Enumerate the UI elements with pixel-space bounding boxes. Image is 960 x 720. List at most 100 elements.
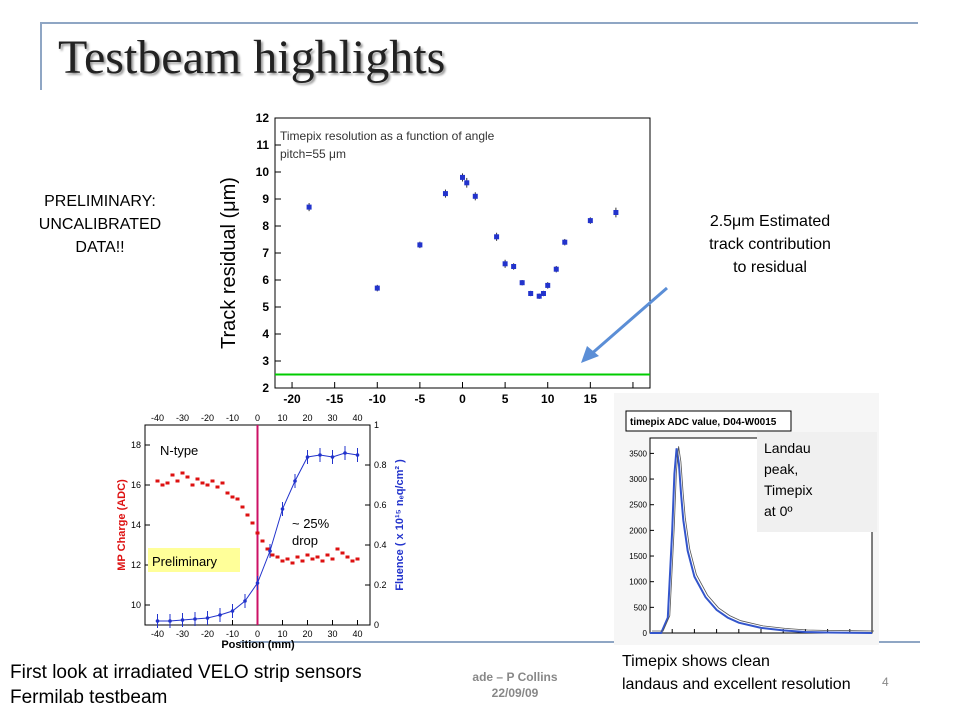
y-tick-label: 5 [262,300,269,314]
charge-point [305,553,310,557]
y-tick-label: 4 [262,327,269,341]
y2-tick-label: 0.8 [374,460,387,470]
charge-point [225,491,230,495]
timepix-caption: Timepix shows clean landaus and excellen… [622,650,851,696]
data-point [494,234,500,240]
data-point [562,239,568,245]
preliminary-label: Preliminary [152,554,218,569]
charge-point [315,555,320,559]
n-type-label: N-type [160,443,198,458]
irradiated-caption: First look at irradiated VELO strip sens… [10,660,362,710]
charge-point [335,547,340,551]
landau-note: Landau peak, Timepix at 0º [757,432,877,532]
slide-title: Testbeam highlights [58,31,446,84]
residual-axis-label: Track residual (μm) [218,177,240,349]
landau-fit [652,446,875,632]
drop-label: drop [292,533,318,548]
footer: ade – P Collins 22/09/09 [440,669,590,701]
charge-point [170,473,175,477]
track-note-line: 2.5μm Estimated [709,213,831,230]
x-tick-label-top: -10 [226,413,239,423]
page-number: 4 [882,675,889,689]
x-tick-label-top: 10 [277,413,287,423]
charge-point [355,557,360,561]
residual-chart-subtitle: pitch=55 μm [280,147,346,161]
charge-point [290,561,295,565]
fluence-point [218,613,222,617]
charge-point [175,479,180,483]
adc-distribution [650,448,873,634]
preliminary-note-line: DATA!! [75,239,125,256]
drop-percent-label: ~ 25% [292,516,330,531]
charge-point [325,553,330,557]
fluence-point [268,549,272,553]
x-tick-label-top: -30 [176,413,189,423]
fluence-point [180,618,185,622]
y-tick-label: 2 [262,381,269,395]
arrow-shaft [588,286,668,358]
footer-author: ade – P Collins [472,670,558,684]
charge-point [210,479,215,483]
track-note-line: track contribution [709,236,831,253]
charge-point [220,481,225,485]
y2-tick-label: 0.4 [374,540,387,550]
x-tick-label: 0 [255,629,260,639]
x-tick-label: 15 [584,392,598,406]
y-tick-label: 16 [131,480,141,490]
charge-point [155,479,160,483]
charge-point [265,547,270,551]
x-tick-label-top: -40 [151,413,164,423]
fluence-point [318,453,322,457]
y-tick-label: 9 [262,192,269,206]
charge-point [240,505,245,509]
data-point [519,280,525,286]
charge-point [195,477,200,481]
data-point [460,174,465,180]
residual-chart-title: Timepix resolution as a function of angl… [280,129,495,143]
fluence-point [193,617,197,621]
charge-point [190,483,195,487]
caption-line: landaus and excellent resolution [622,676,851,693]
charge-point [160,483,165,487]
preliminary-note-line: PRELIMINARY: [44,193,156,210]
charge-point [285,557,290,561]
x-tick-label: -40 [151,629,164,639]
adc-title-box [625,410,792,432]
caption-line: First look at irradiated VELO strip sens… [10,662,362,683]
x-tick-label: 0 [459,392,466,406]
charge-point [260,539,265,543]
landau-note-line: Landau [764,440,811,456]
y-tick-label: 1000 [629,578,647,587]
y-tick-label: 500 [634,603,648,612]
y-tick-label: 18 [131,440,141,450]
y-tick-label: 3 [262,354,269,368]
fluence-point [255,581,260,585]
fluence-point [330,455,335,459]
data-point [417,242,423,248]
x-tick-label: -10 [369,392,387,406]
charge-point [275,555,280,559]
charge-point [350,559,355,563]
data-point [613,210,619,215]
y-tick-label: 1500 [629,552,647,561]
fluence-point [305,455,310,459]
fluence-point [280,507,285,511]
caption-line: Fermilab testbeam [10,687,168,708]
y-tick-label: 7 [262,246,269,260]
y-tick-label: 8 [262,219,269,233]
charge-point [300,559,305,563]
x-tick-label: -5 [415,392,426,406]
fluence-point [155,619,160,623]
y-tick-label: 2000 [629,526,647,535]
charge-point [230,495,235,499]
charge-point [270,553,275,557]
data-point [502,261,508,267]
y-tick-label: 0 [643,629,648,638]
y2-tick-label: 1 [374,420,379,430]
adc-chart-title: timepix ADC value, D04-W0015 [630,417,777,428]
fluence-point [355,453,360,457]
x-tick-label-top: 20 [302,413,312,423]
arrow-icon [581,286,668,363]
y-tick-label: 12 [131,560,141,570]
